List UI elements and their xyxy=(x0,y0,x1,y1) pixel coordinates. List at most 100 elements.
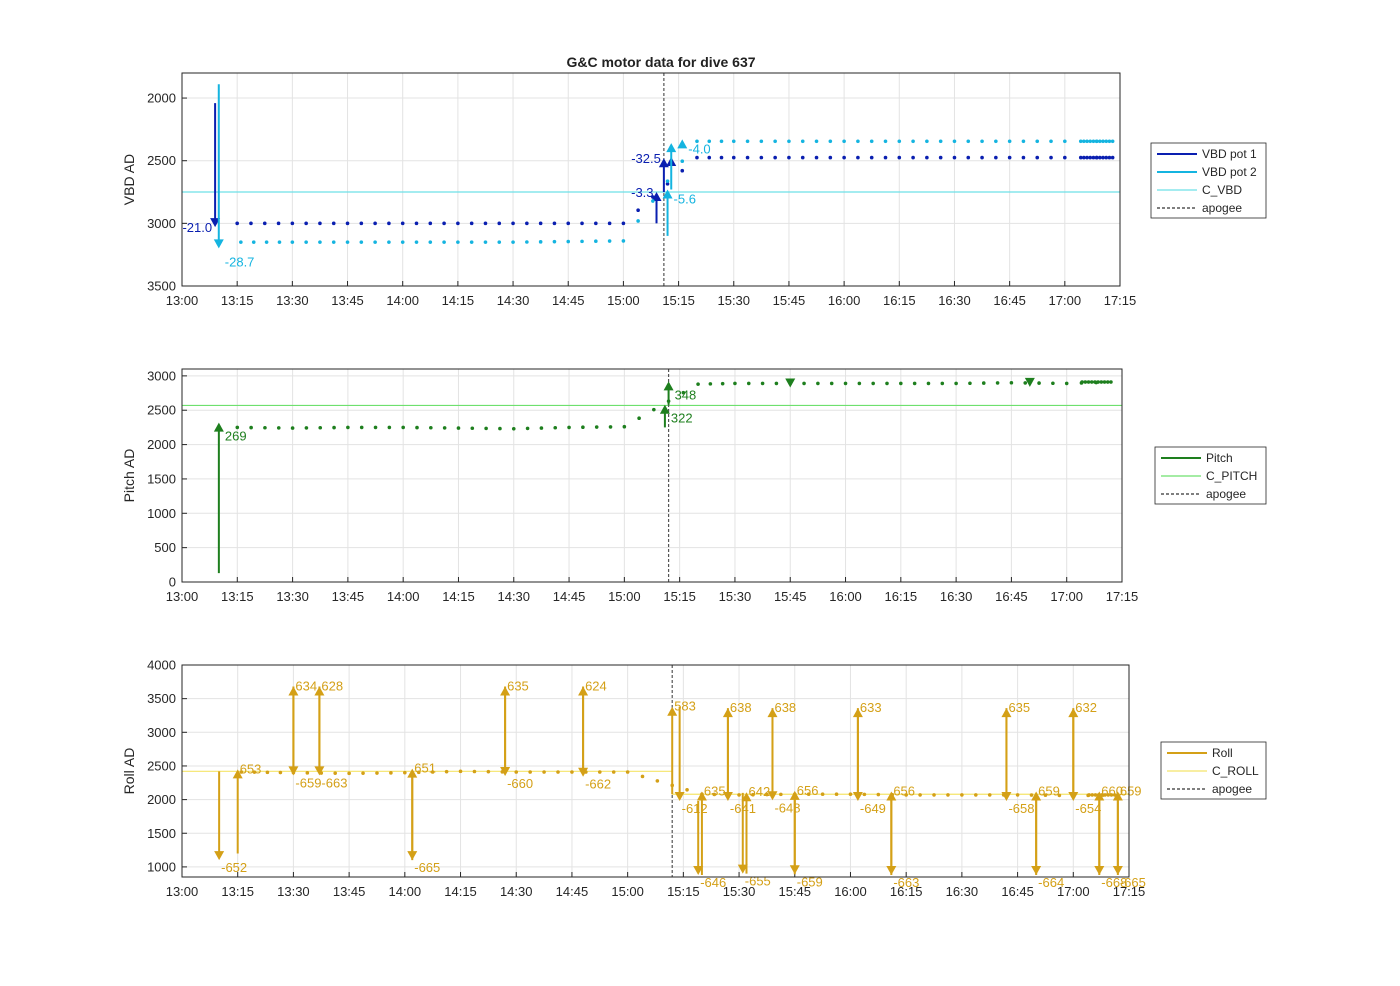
y-tick-label: 1500 xyxy=(147,826,176,841)
data-point xyxy=(607,221,612,226)
y-axis-label: VBD AD xyxy=(121,154,137,205)
data-point xyxy=(290,240,295,244)
data-point xyxy=(787,139,791,144)
x-tick-label: 17:00 xyxy=(1049,293,1082,308)
data-point xyxy=(429,425,433,430)
data-point xyxy=(773,155,777,160)
arrow-head xyxy=(213,239,224,249)
data-point xyxy=(511,221,515,226)
data-point xyxy=(318,425,323,430)
data-point xyxy=(745,139,750,144)
data-point xyxy=(414,221,419,226)
data-point xyxy=(1021,155,1026,160)
data-point xyxy=(966,155,971,160)
arrow-head xyxy=(693,865,704,875)
arrow-head xyxy=(886,791,897,801)
data-point xyxy=(1096,380,1100,384)
y-tick-label: 2500 xyxy=(147,758,176,773)
data-label: -663 xyxy=(321,775,347,790)
arrow-head xyxy=(214,851,225,861)
x-tick-label: 17:15 xyxy=(1113,884,1146,899)
data-point xyxy=(570,770,574,774)
x-tick-label: 14:45 xyxy=(553,589,586,604)
x-tick-label: 16:00 xyxy=(828,293,861,308)
data-label: -5.6 xyxy=(674,192,696,207)
data-point xyxy=(1104,139,1109,144)
x-tick-label: 14:30 xyxy=(500,884,533,899)
data-point xyxy=(375,771,379,775)
data-point xyxy=(1101,139,1105,144)
data-point xyxy=(235,221,239,226)
data-point xyxy=(731,139,736,144)
data-point xyxy=(1088,139,1093,144)
arrow-head xyxy=(213,422,224,432)
arrow-head xyxy=(658,158,669,168)
x-tick-label: 13:00 xyxy=(166,293,199,308)
data-point xyxy=(428,221,433,226)
data-label: -655 xyxy=(745,874,771,889)
legend-label: apogee xyxy=(1206,487,1246,501)
x-tick-label: 14:15 xyxy=(442,589,475,604)
x-tick-label: 15:15 xyxy=(662,293,695,308)
legend-label: VBD pot 2 xyxy=(1202,165,1257,179)
data-point xyxy=(760,381,765,386)
x-tick-label: 14:00 xyxy=(389,884,422,899)
data-point xyxy=(828,155,833,160)
data-point xyxy=(552,221,557,226)
data-point xyxy=(621,221,626,226)
data-point xyxy=(980,155,984,160)
data-point xyxy=(594,239,598,244)
data-point xyxy=(980,139,984,144)
y-tick-label: 3000 xyxy=(147,216,176,231)
data-point xyxy=(456,426,461,430)
data-point xyxy=(1007,139,1012,144)
data-point xyxy=(498,426,502,431)
data-point xyxy=(486,769,491,774)
legend-label: apogee xyxy=(1202,201,1242,215)
x-tick-label: 14:30 xyxy=(497,293,530,308)
legend-label: C_VBD xyxy=(1202,183,1242,197)
data-label: -28.7 xyxy=(225,254,255,269)
arrow-head xyxy=(767,791,778,801)
data-point xyxy=(911,155,915,160)
y-tick-label: 1000 xyxy=(147,506,176,521)
data-point xyxy=(539,426,544,430)
data-point xyxy=(946,793,950,797)
data-point xyxy=(719,139,724,144)
data-label: -654 xyxy=(1075,801,1101,816)
data-point xyxy=(966,139,971,144)
data-point xyxy=(974,793,978,797)
data-point xyxy=(456,240,460,244)
data-point xyxy=(403,770,407,775)
data-point xyxy=(566,239,571,244)
data-label: 656 xyxy=(893,784,915,799)
data-point xyxy=(828,139,833,144)
data-point xyxy=(685,787,689,792)
data-point xyxy=(553,425,558,430)
data-point xyxy=(806,792,811,797)
data-point xyxy=(960,793,964,797)
legend-label: apogee xyxy=(1212,782,1252,796)
data-label: 638 xyxy=(730,700,752,715)
data-label: -668 xyxy=(1101,875,1127,890)
data-point xyxy=(911,139,915,144)
data-point xyxy=(952,155,957,160)
data-point xyxy=(1091,155,1096,160)
data-point xyxy=(842,139,846,144)
y-tick-label: 3500 xyxy=(147,279,176,294)
data-point xyxy=(707,139,712,144)
data-point xyxy=(883,139,888,144)
data-point xyxy=(361,771,365,775)
data-point xyxy=(926,381,931,386)
data-point xyxy=(1085,155,1089,160)
data-point xyxy=(566,221,571,226)
x-tick-label: 16:00 xyxy=(834,884,867,899)
data-point xyxy=(695,155,699,160)
data-label: 583 xyxy=(674,699,696,714)
data-point xyxy=(608,425,613,429)
data-point xyxy=(876,792,881,797)
data-point xyxy=(800,155,805,160)
data-point xyxy=(497,240,502,244)
data-point xyxy=(538,240,543,244)
